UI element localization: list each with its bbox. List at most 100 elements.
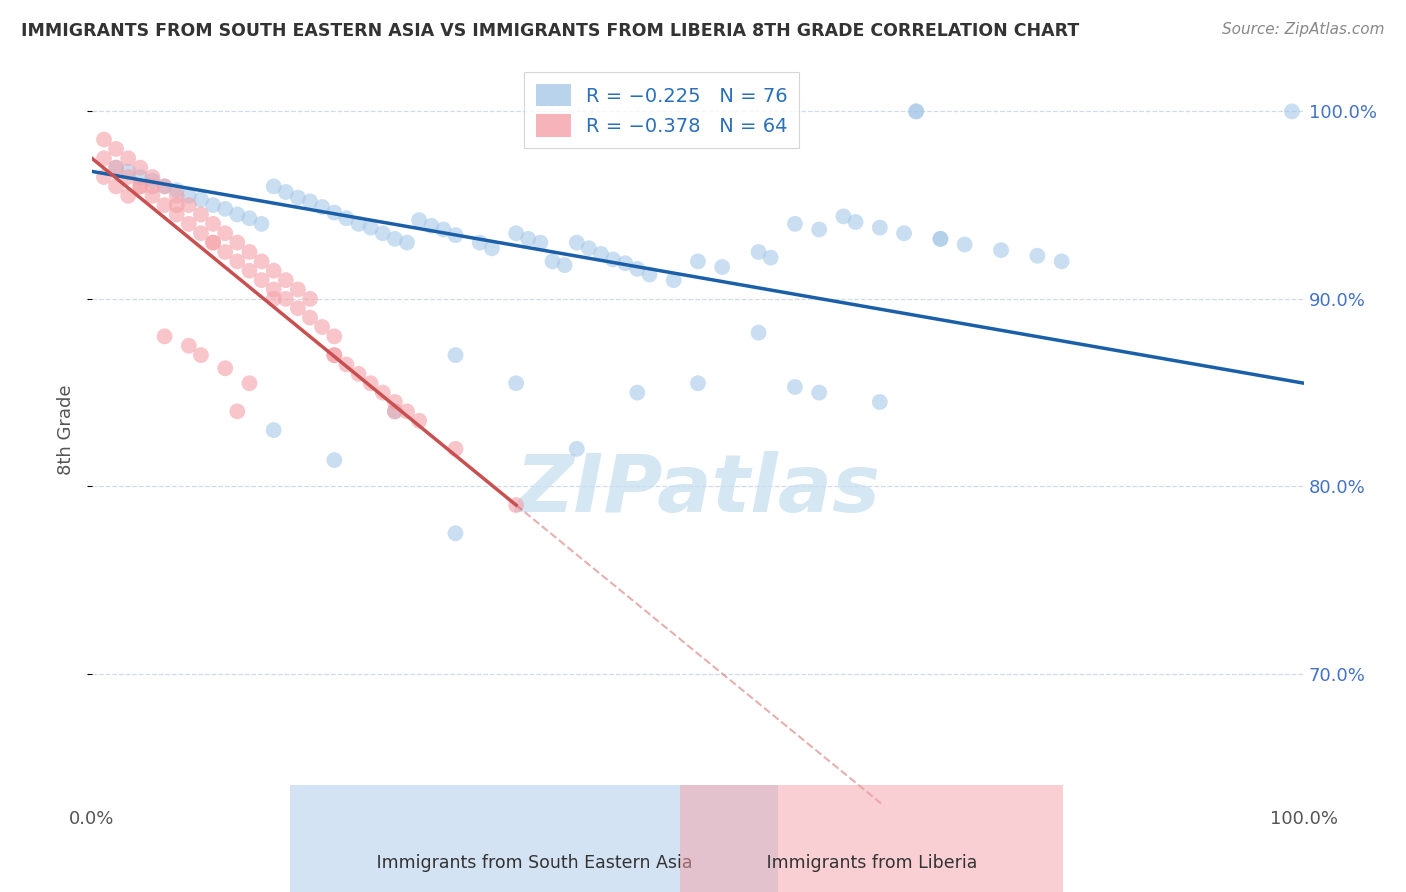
- Point: [384, 404, 406, 418]
- Point: [263, 292, 285, 306]
- Point: [202, 198, 225, 212]
- Point: [783, 217, 806, 231]
- Point: [105, 142, 128, 156]
- Point: [335, 211, 357, 226]
- Point: [565, 235, 588, 250]
- Point: [263, 283, 285, 297]
- Point: [202, 217, 225, 231]
- Text: Immigrants from South Eastern Asia: Immigrants from South Eastern Asia: [360, 855, 709, 872]
- Point: [783, 380, 806, 394]
- Point: [299, 310, 322, 325]
- Point: [589, 247, 612, 261]
- Point: [141, 174, 163, 188]
- Point: [481, 241, 503, 255]
- Point: [420, 219, 443, 233]
- Point: [177, 339, 200, 353]
- Point: [177, 217, 200, 231]
- Point: [287, 283, 309, 297]
- Point: [1050, 254, 1073, 268]
- Point: [166, 188, 188, 202]
- Point: [141, 188, 163, 202]
- Point: [166, 183, 188, 197]
- Point: [226, 235, 249, 250]
- Point: [371, 226, 394, 240]
- Point: [250, 254, 273, 268]
- Point: [117, 188, 139, 202]
- Point: [263, 179, 285, 194]
- Point: [177, 188, 200, 202]
- Point: [517, 232, 540, 246]
- Text: Source: ZipAtlas.com: Source: ZipAtlas.com: [1222, 22, 1385, 37]
- Point: [408, 414, 430, 428]
- Point: [274, 292, 297, 306]
- Point: [93, 169, 115, 184]
- Point: [711, 260, 734, 274]
- Point: [129, 179, 152, 194]
- Text: Immigrants from Liberia: Immigrants from Liberia: [749, 855, 994, 872]
- Legend: R = −0.225   N = 76, R = −0.378   N = 64: R = −0.225 N = 76, R = −0.378 N = 64: [524, 72, 800, 148]
- Point: [311, 200, 333, 214]
- Point: [614, 256, 637, 270]
- Point: [335, 358, 357, 372]
- Point: [444, 348, 467, 362]
- Point: [638, 268, 661, 282]
- Point: [808, 222, 831, 236]
- Point: [529, 235, 551, 250]
- Point: [444, 442, 467, 456]
- Point: [869, 395, 891, 409]
- Point: [384, 395, 406, 409]
- Point: [190, 207, 212, 221]
- Point: [408, 213, 430, 227]
- Point: [371, 385, 394, 400]
- Point: [505, 226, 527, 240]
- Point: [468, 235, 491, 250]
- Point: [190, 193, 212, 207]
- Point: [808, 385, 831, 400]
- Point: [323, 348, 346, 362]
- Point: [323, 348, 346, 362]
- Text: ZIPatlas: ZIPatlas: [516, 451, 880, 529]
- Point: [444, 228, 467, 243]
- Point: [432, 222, 454, 236]
- Point: [263, 423, 285, 437]
- Point: [105, 161, 128, 175]
- Point: [444, 526, 467, 541]
- Point: [905, 104, 928, 119]
- Point: [845, 215, 868, 229]
- Point: [190, 226, 212, 240]
- Point: [626, 261, 648, 276]
- Point: [153, 198, 176, 212]
- Point: [93, 151, 115, 165]
- Point: [347, 367, 370, 381]
- Point: [578, 241, 600, 255]
- Point: [360, 376, 382, 391]
- Point: [153, 179, 176, 194]
- Point: [238, 264, 260, 278]
- Point: [748, 326, 770, 340]
- Point: [117, 164, 139, 178]
- Point: [299, 194, 322, 209]
- Point: [202, 235, 225, 250]
- Point: [263, 264, 285, 278]
- Point: [686, 376, 709, 391]
- Point: [238, 211, 260, 226]
- Point: [384, 232, 406, 246]
- Point: [153, 329, 176, 343]
- Point: [93, 132, 115, 146]
- Point: [287, 191, 309, 205]
- Point: [166, 198, 188, 212]
- Point: [202, 235, 225, 250]
- Point: [347, 217, 370, 231]
- Point: [299, 292, 322, 306]
- Point: [129, 179, 152, 194]
- Point: [226, 207, 249, 221]
- Point: [990, 243, 1012, 257]
- Point: [105, 179, 128, 194]
- Point: [395, 404, 418, 418]
- Point: [759, 251, 782, 265]
- Point: [893, 226, 915, 240]
- Point: [129, 169, 152, 184]
- Point: [214, 361, 236, 376]
- Point: [832, 210, 855, 224]
- Point: [190, 348, 212, 362]
